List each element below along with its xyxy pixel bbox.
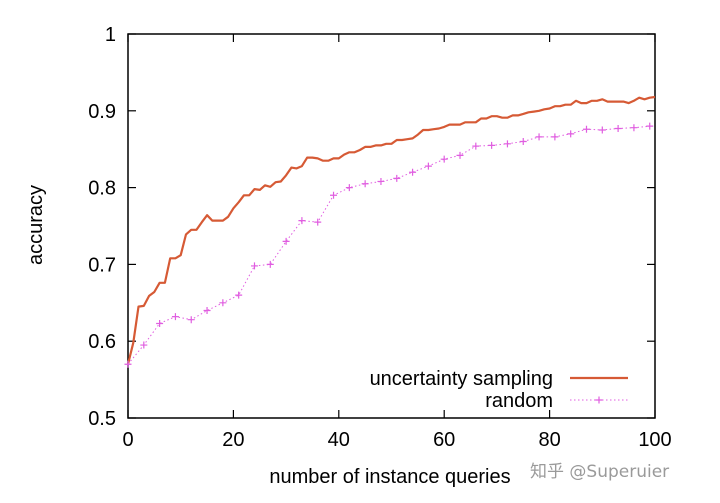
data-point-random	[646, 122, 654, 130]
data-point-random	[472, 142, 480, 150]
series-line-random	[127, 125, 650, 365]
data-point-random	[409, 168, 417, 176]
x-axis-title: number of instance queries	[269, 466, 510, 488]
data-point-random	[519, 138, 527, 146]
data-point-random	[171, 313, 179, 321]
data-point-random	[535, 133, 543, 141]
plot-frame	[127, 33, 656, 419]
axes: 0 20 40 60 80 100 0.5 0.6 0.7 0.8 0.9 1	[88, 24, 672, 451]
data-point-random	[314, 218, 322, 226]
x-tick-label: 0	[122, 429, 133, 451]
data-point-random	[598, 126, 606, 134]
x-tick-label: 100	[638, 429, 671, 451]
data-point-random	[250, 262, 258, 270]
data-point-random	[614, 124, 622, 132]
data-point-random	[424, 162, 432, 170]
data-point-random	[187, 316, 195, 324]
data-point-random	[551, 133, 559, 141]
series-layer	[124, 95, 656, 368]
data-point-random	[345, 184, 353, 192]
data-point-random	[377, 177, 385, 185]
data-point-random	[582, 125, 590, 133]
data-point-random	[282, 237, 290, 245]
x-tick-label: 40	[328, 429, 350, 451]
data-point-random	[124, 360, 132, 368]
data-point-random	[219, 299, 227, 307]
data-point-random	[361, 180, 369, 188]
data-point-random	[393, 174, 401, 182]
y-tick-label: 1	[105, 24, 116, 46]
data-point-random	[330, 191, 338, 199]
y-tick-label: 0.7	[88, 254, 116, 276]
data-point-random	[140, 341, 148, 349]
y-tick-label: 0.6	[88, 331, 116, 353]
watermark-text: 知乎 @Superuier	[530, 462, 669, 482]
x-tick-label: 20	[222, 429, 244, 451]
data-point-random	[488, 141, 496, 149]
x-tick-label: 80	[538, 429, 560, 451]
legend-label-uncertainty-sampling: uncertainty sampling	[370, 368, 553, 390]
data-point-random	[567, 130, 575, 138]
y-tick-label: 0.9	[88, 101, 116, 123]
legend-label-random: random	[485, 390, 553, 412]
y-tick-label: 0.8	[88, 178, 116, 200]
x-tick-label: 60	[433, 429, 455, 451]
data-point-random	[503, 140, 511, 148]
data-point-random	[156, 320, 164, 328]
data-point-random	[266, 260, 274, 268]
data-point-random	[235, 291, 243, 299]
y-axis-title: accuracy	[25, 185, 47, 265]
data-point-random	[630, 124, 638, 132]
y-tick-label: 0.5	[88, 408, 116, 430]
data-point-random	[440, 155, 448, 163]
legend-marker-random	[595, 396, 603, 404]
series-line-uncertainty-sampling	[126, 95, 656, 365]
data-point-random	[203, 306, 211, 314]
data-point-random	[298, 217, 306, 225]
data-point-random	[456, 151, 464, 159]
